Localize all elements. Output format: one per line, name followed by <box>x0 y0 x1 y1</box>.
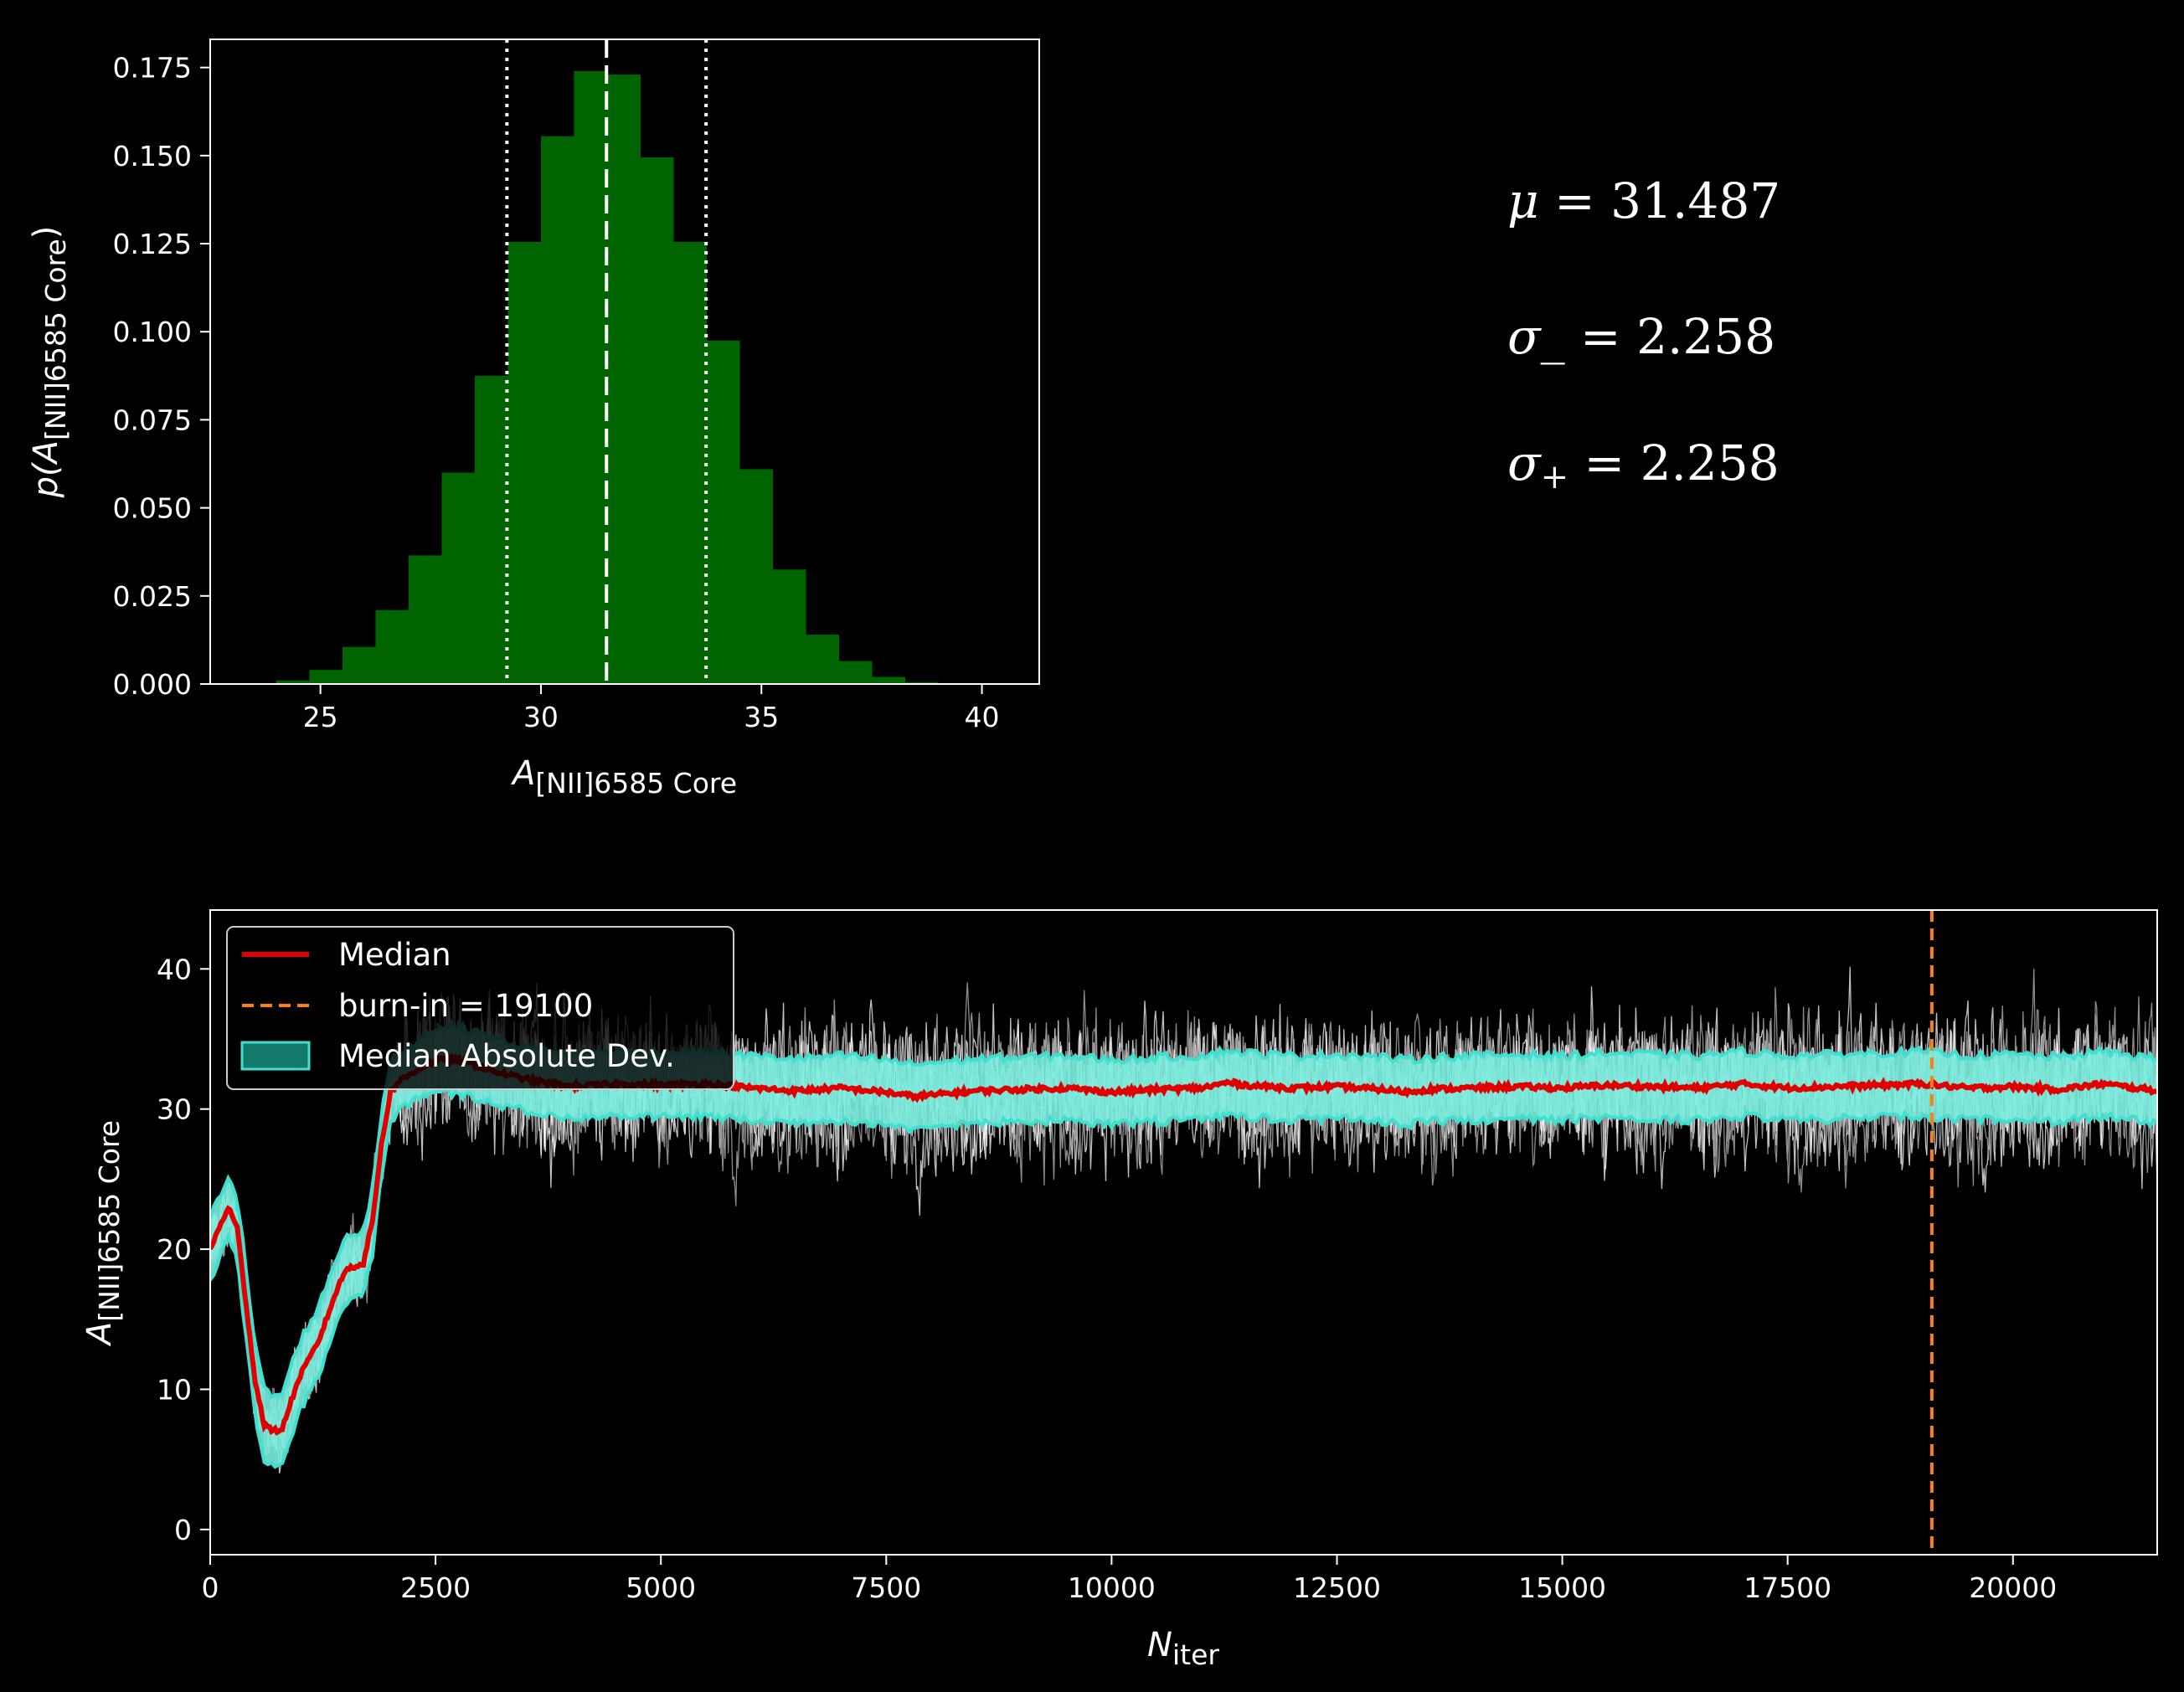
mad-band-lower-edge <box>210 1086 2157 1469</box>
trace-x-tick-label: 5000 <box>626 1571 696 1604</box>
trace-panel: 0 2500 5000 7500 10000 12500 15000 17500 20000 0… <box>80 909 2158 1671</box>
histogram-bar <box>606 75 641 685</box>
histogram-bar <box>474 375 509 684</box>
histogram-y-tick-label: 0.025 <box>113 580 192 613</box>
trace-y-axis-label: A[NII]6585 Core <box>80 1120 126 1347</box>
histogram-bar <box>640 157 674 684</box>
histogram-bar <box>375 609 410 684</box>
histogram-bar <box>904 681 939 684</box>
histogram-bar <box>408 555 443 684</box>
sigma-plus-value: σ+ = 2.258 <box>1507 435 1780 496</box>
sigma-minus-value: σ_ = 2.258 <box>1507 308 1775 365</box>
histogram-y-tick-label: 0.125 <box>113 228 192 260</box>
trace-x-tick-label: 12500 <box>1293 1571 1381 1604</box>
histogram-bar <box>309 670 343 684</box>
trace-x-tick-label: 0 <box>202 1571 219 1604</box>
histogram-bar <box>507 241 542 684</box>
histogram-y-tick-label: 0.100 <box>113 316 192 348</box>
trace-x-tick-label: 15000 <box>1518 1571 1606 1604</box>
histogram-bar <box>574 70 608 685</box>
histogram-x-tick-label: 25 <box>303 701 338 733</box>
histogram-bar <box>706 340 740 684</box>
histogram-y-tick-label: 0.075 <box>113 404 192 436</box>
histogram-bar <box>871 676 905 684</box>
histogram-x-ticks: 25 30 35 40 <box>303 684 1000 733</box>
trace-x-tick-label: 2500 <box>400 1571 471 1604</box>
trace-x-ticks: 0 2500 5000 7500 10000 12500 15000 17500 20000 <box>202 1555 2057 1604</box>
histogram-y-tick-label: 0.050 <box>113 492 192 525</box>
histogram-y-tick-label: 0.000 <box>113 668 192 701</box>
histogram-x-tick-label: 40 <box>965 701 1000 733</box>
histogram-bar <box>540 136 575 684</box>
trace-x-tick-label: 17500 <box>1744 1571 1831 1604</box>
trace-x-axis-label: Niter <box>1147 1626 1219 1671</box>
histogram-bar <box>276 680 311 684</box>
histogram-bar <box>805 635 839 684</box>
histogram-bar <box>772 569 806 684</box>
histogram-bar <box>838 661 873 684</box>
histogram-y-tick-label: 0.150 <box>113 140 192 172</box>
histogram-y-ticks: 0.000 0.025 0.050 0.075 0.100 0.125 0.150 0.175 <box>113 52 210 701</box>
trace-y-tick-label: 30 <box>157 1093 192 1126</box>
histogram-bar <box>441 472 476 684</box>
trace-y-tick-label: 0 <box>174 1514 192 1546</box>
histogram-x-tick-label: 35 <box>744 701 779 733</box>
histogram-x-tick-label: 30 <box>523 701 559 733</box>
trace-y-tick-label: 10 <box>157 1373 192 1406</box>
mu-value: μ = 31.487 <box>1507 172 1780 229</box>
legend-median-label: Median <box>338 937 451 973</box>
statistics-text: μ = 31.487 σ_ = 2.258 σ+ = 2.258 <box>1507 172 1780 496</box>
legend-band-label: Median Absolute Dev. <box>338 1038 675 1074</box>
trace-x-tick-label: 20000 <box>1969 1571 2057 1604</box>
legend-band-swatch <box>240 1041 311 1071</box>
histogram-frame <box>209 39 1040 685</box>
legend-box <box>226 926 734 1090</box>
legend-burn-in-label: burn-in = 19100 <box>338 988 593 1024</box>
histogram-reference-lines <box>505 39 708 684</box>
histogram-panel: 25 30 35 40 0.0000.0250.0500.0750.1000.1250… <box>27 39 1040 800</box>
histogram-y-axis-label: p(A[NII]6585 Core) <box>27 226 72 499</box>
histogram-bar <box>672 241 708 684</box>
histogram-x-axis-label: A[NII]6585 Core <box>510 754 737 800</box>
trace-y-ticks: 0 10 20 30 40 <box>157 953 210 1546</box>
histogram-bar <box>342 646 377 684</box>
trace-y-tick-label: 20 <box>157 1233 192 1266</box>
histogram-bar <box>739 469 774 684</box>
legend: Median burn-in = 19100 Median Absolute D… <box>226 926 734 1090</box>
trace-x-tick-label: 7500 <box>851 1571 921 1604</box>
histogram-bars <box>276 70 971 685</box>
trace-frame <box>209 909 2158 1556</box>
trace-x-tick-label: 10000 <box>1068 1571 1156 1604</box>
histogram-y-tick-label: 0.175 <box>113 52 192 85</box>
trace-y-tick-label: 40 <box>157 953 192 985</box>
